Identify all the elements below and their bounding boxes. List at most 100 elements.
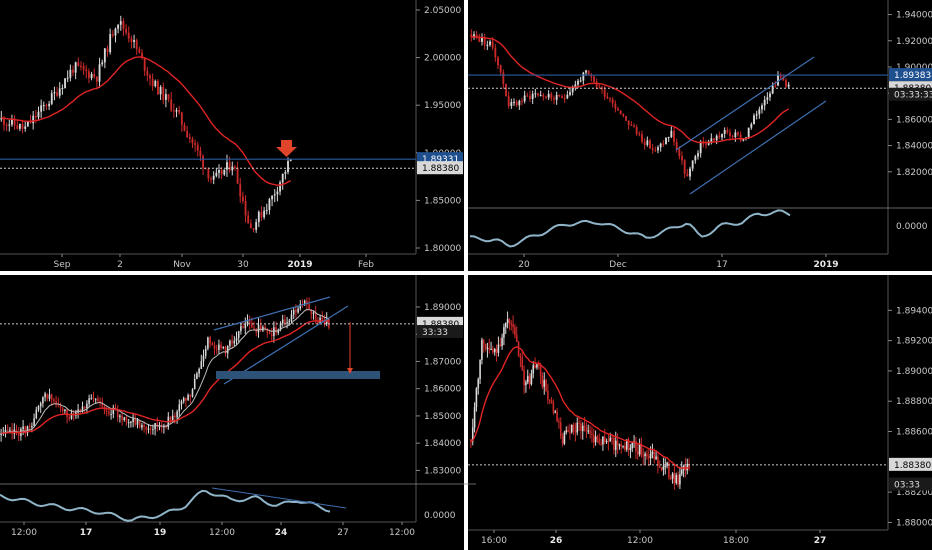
candle-body <box>495 348 498 353</box>
candle-body <box>193 378 196 390</box>
candle-body <box>633 125 635 128</box>
candle-body <box>94 398 97 400</box>
candle-body <box>222 346 225 349</box>
candle-body <box>105 410 108 412</box>
candle-body <box>178 404 181 412</box>
candle-body <box>758 109 761 115</box>
candle-body <box>287 161 289 172</box>
candle-body <box>572 424 575 432</box>
candle-body <box>257 211 260 223</box>
candle-body <box>657 456 659 466</box>
candle-body <box>251 323 253 328</box>
candle-body <box>616 440 619 446</box>
candle-body <box>525 382 527 386</box>
candle-body <box>515 101 518 106</box>
chart-panel-top-left: 2.050002.000001.950001.900001.850001.800… <box>0 0 463 270</box>
oscillator-line <box>0 489 331 522</box>
candle-body <box>617 108 619 111</box>
moving-average-line <box>1 56 292 186</box>
wedge-upper-line <box>213 296 331 331</box>
candle-body <box>255 222 258 230</box>
y-tick-label: 1.88600 <box>896 428 932 438</box>
candle-body <box>122 21 125 30</box>
y-tick-label: 1.82000 <box>896 168 932 178</box>
candle-body <box>723 130 726 134</box>
candle-body <box>253 327 255 329</box>
oscillator-tick-label: 0.0000 <box>896 222 928 232</box>
candle-body <box>246 319 249 325</box>
candle-body <box>710 138 713 142</box>
candle-body <box>625 439 628 450</box>
candle-body <box>17 431 20 436</box>
candle-body <box>689 168 691 177</box>
candle-body <box>624 445 626 450</box>
candles <box>470 311 690 490</box>
chart-panel-top-right: 1.940001.920001.900001.880001.860001.840… <box>468 0 932 270</box>
y-tick-label: 1.89000 <box>896 367 932 377</box>
candle-body <box>567 430 569 433</box>
price-tag-bg <box>889 477 932 491</box>
candle-body <box>477 378 480 389</box>
candle-body <box>252 228 255 230</box>
candle-body <box>531 93 534 99</box>
candle-body <box>658 465 661 468</box>
candle-body <box>630 124 633 126</box>
candle-body <box>642 455 645 457</box>
candle-body <box>50 93 53 104</box>
candle-body <box>178 110 181 113</box>
candle-body <box>502 72 505 84</box>
candle-body <box>583 425 586 428</box>
candle-body <box>328 318 330 328</box>
moving-average-line <box>1 308 330 434</box>
candle-body <box>665 137 667 145</box>
candle-body <box>70 413 73 419</box>
candle-body <box>529 95 531 99</box>
candle-body <box>151 78 154 87</box>
candle-body <box>523 369 525 386</box>
candle-body <box>11 118 13 125</box>
candle-body <box>15 429 18 432</box>
candle-body <box>204 348 207 356</box>
candle-body <box>6 429 9 431</box>
candle-body <box>167 94 170 100</box>
candle-body <box>657 147 659 151</box>
price-tag: 33:33 <box>422 328 448 338</box>
candle-body <box>292 309 295 315</box>
candle-body <box>662 466 665 470</box>
x-tick-label: 2019 <box>287 260 312 270</box>
candle-body <box>136 419 139 425</box>
target-zone-box <box>216 371 380 379</box>
candle-body <box>233 340 236 344</box>
candle-body <box>210 178 212 180</box>
candle-body <box>69 69 72 78</box>
candle-body <box>162 86 165 100</box>
candle-body <box>175 110 178 112</box>
candle-body <box>80 65 82 67</box>
candle-body <box>638 443 641 455</box>
candle-body <box>119 21 122 25</box>
candle-body <box>220 344 222 349</box>
candle-body <box>66 77 69 79</box>
candle-body <box>618 444 621 446</box>
candle-body <box>545 96 547 98</box>
candle-body <box>625 115 627 121</box>
candle-body <box>579 80 582 82</box>
candle-body <box>72 69 74 73</box>
candle-body <box>611 98 614 104</box>
candle-body <box>596 436 599 440</box>
candle-body <box>130 38 133 43</box>
y-tick-label: 1.88000 <box>896 518 932 528</box>
candle-body <box>558 421 560 423</box>
candle-body <box>481 339 483 360</box>
candle-body <box>671 473 674 479</box>
candle-body <box>45 105 48 107</box>
candle-body <box>312 312 315 314</box>
candle-body <box>199 150 202 157</box>
candle-body <box>226 345 229 354</box>
x-tick-label: 16:00 <box>481 536 507 546</box>
candle-body <box>622 114 625 116</box>
candle-body <box>53 92 56 94</box>
price-tag: 1.88380 <box>422 320 459 330</box>
candle-body <box>90 73 93 79</box>
